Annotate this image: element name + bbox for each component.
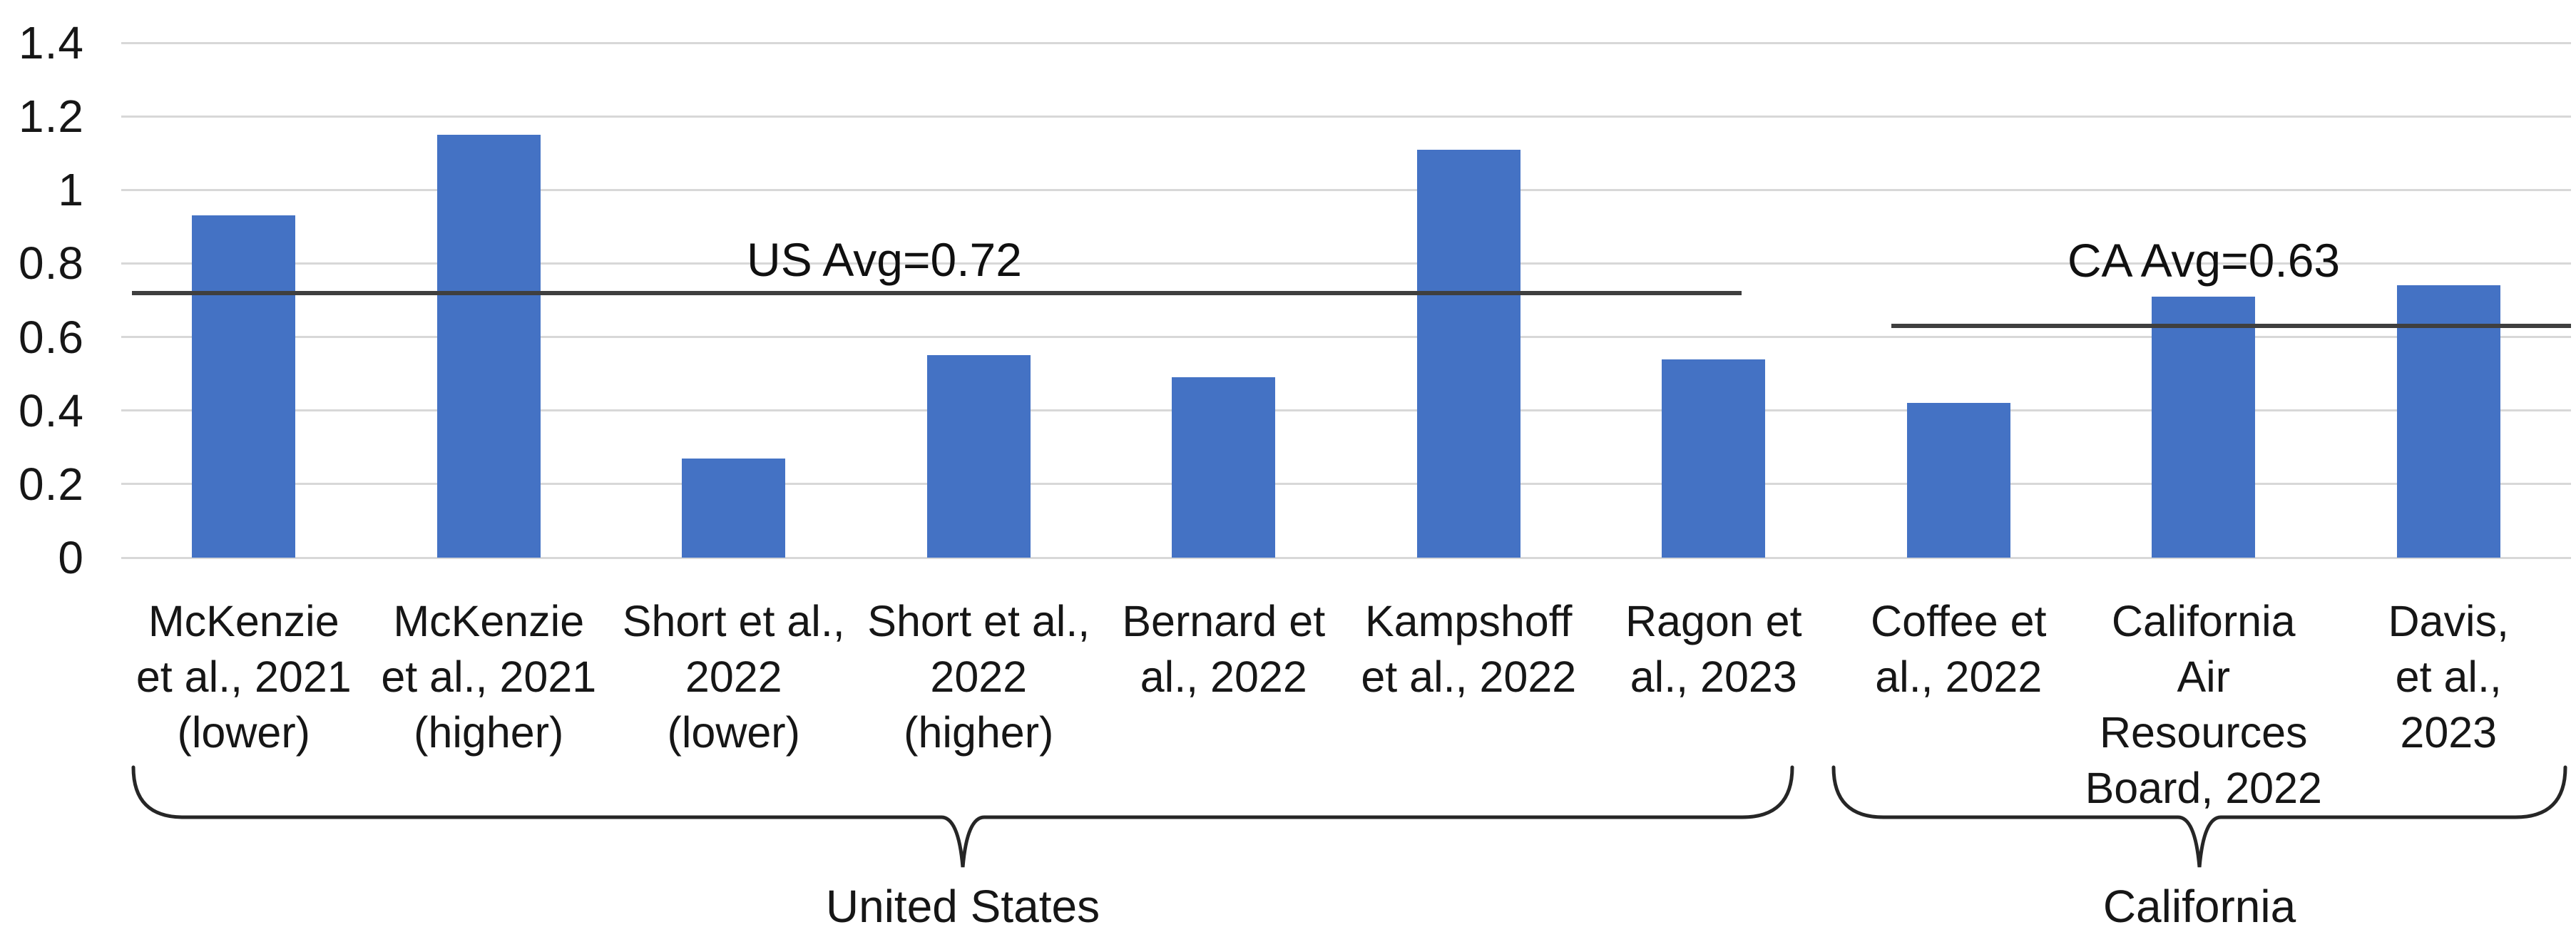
x-axis-label: Ragon et al., 2023 bbox=[1625, 597, 1802, 701]
x-axis-label: Bernard et al., 2022 bbox=[1122, 597, 1326, 701]
bar bbox=[1906, 403, 2010, 558]
bar bbox=[1172, 377, 1276, 558]
gridline bbox=[121, 409, 2571, 412]
y-axis-tick-label: 1 bbox=[58, 164, 84, 216]
y-axis-tick-label: 0.2 bbox=[19, 458, 84, 510]
group-label-california: California bbox=[2102, 881, 2296, 932]
y-axis-tick-label: 0.6 bbox=[19, 311, 84, 363]
y-axis-tick-label: 0.8 bbox=[19, 237, 84, 290]
gridline bbox=[121, 188, 2571, 191]
bar bbox=[1416, 149, 1520, 558]
gridline bbox=[121, 556, 2571, 559]
x-axis-label: McKenzie et al., 2021 (lower) bbox=[136, 597, 352, 757]
group-label-united-states: United States bbox=[825, 881, 1100, 932]
y-axis-tick-label: 1.4 bbox=[19, 17, 84, 68]
y-axis-tick-label: 0 bbox=[58, 532, 84, 583]
bar bbox=[2396, 285, 2500, 558]
x-axis-label: Short et al., 2022 (lower) bbox=[622, 597, 845, 757]
x-axis-label: California Air Resources Board, 2022 bbox=[2085, 597, 2322, 812]
bar bbox=[192, 215, 296, 558]
gridline bbox=[121, 41, 2571, 44]
us-group-brace bbox=[131, 765, 1794, 868]
average-reference-line bbox=[132, 290, 1742, 295]
y-axis-tick-label: 0.4 bbox=[19, 384, 84, 436]
gridline bbox=[121, 336, 2571, 339]
x-axis-label: Short et al., 2022 (higher) bbox=[867, 597, 1090, 757]
ca-average-annotation: CA Avg=0.63 bbox=[2067, 234, 2341, 287]
y-axis-tick-label: 1.2 bbox=[19, 91, 84, 143]
x-axis-label: Davis, et al., 2023 bbox=[2388, 597, 2509, 757]
x-axis-label: McKenzie et al., 2021 (higher) bbox=[381, 597, 597, 757]
bar bbox=[682, 458, 786, 558]
bar bbox=[2152, 296, 2256, 558]
bar bbox=[1662, 359, 1766, 558]
plot-area bbox=[121, 41, 2571, 559]
gridline bbox=[121, 262, 2571, 265]
average-reference-line bbox=[1891, 324, 2571, 329]
gridline bbox=[121, 483, 2571, 486]
us-average-annotation: US Avg=0.72 bbox=[747, 233, 1022, 286]
x-axis-label: Coffee et al., 2022 bbox=[1871, 597, 2047, 701]
bar bbox=[926, 355, 1031, 558]
bar bbox=[436, 134, 541, 558]
x-axis-label: Kampshoff et al., 2022 bbox=[1361, 597, 1577, 701]
gridline bbox=[121, 115, 2571, 118]
